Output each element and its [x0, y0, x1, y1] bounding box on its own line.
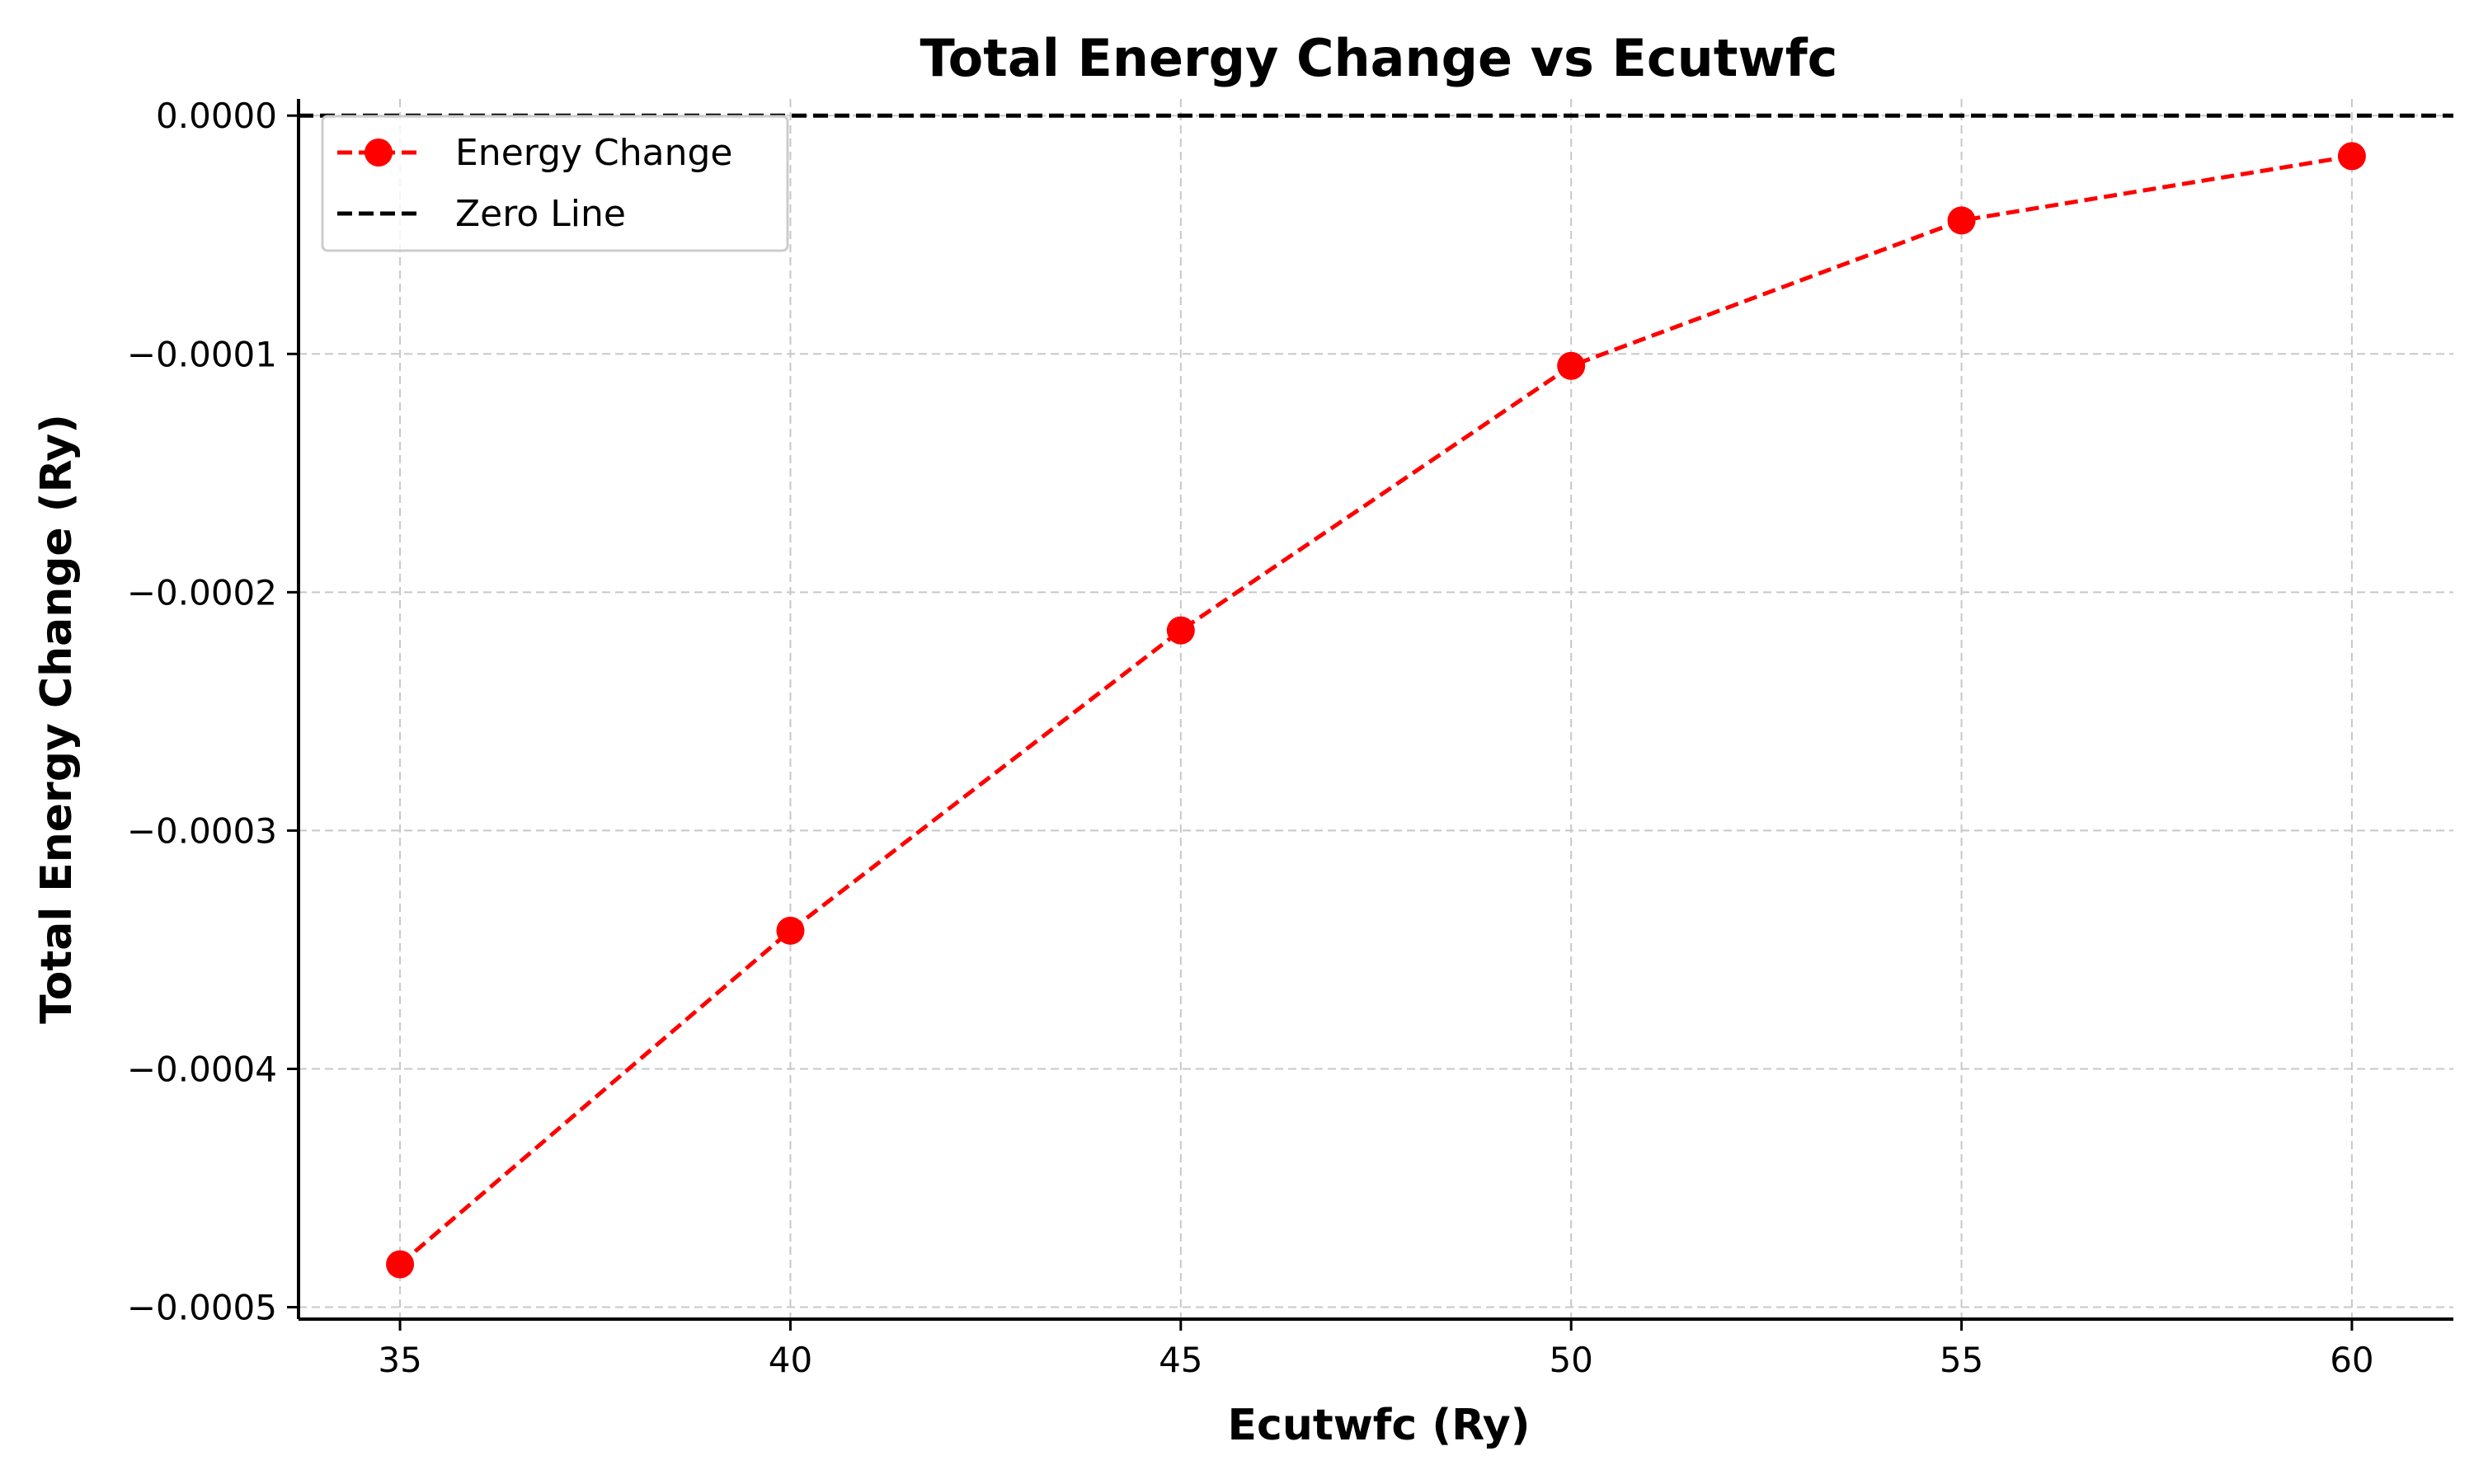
grid — [299, 99, 2453, 1319]
x-tick-label: 55 — [1940, 1340, 1983, 1380]
y-tick-label: −0.0003 — [127, 810, 277, 851]
energy-change-point — [776, 916, 805, 945]
legend-energy-change-label: Energy Change — [455, 132, 733, 174]
legend-box — [321, 115, 789, 252]
y-tick-label: −0.0002 — [127, 572, 277, 613]
series-layer — [386, 142, 2366, 1279]
y-tick-label: 0.0000 — [156, 96, 277, 136]
y-tick-label: −0.0001 — [127, 334, 277, 374]
y-tick-label: −0.0004 — [127, 1049, 277, 1089]
energy-change-point — [386, 1250, 415, 1279]
energy-change-point — [1557, 351, 1586, 380]
x-axis-label: Ecutwfc (Ry) — [1228, 1401, 1531, 1450]
legend: Energy Change Zero Line — [321, 115, 789, 252]
y-axis-ticks: 0.0000 −0.0001 −0.0002 −0.0003 −0.0004 −0.000… — [127, 96, 299, 1328]
energy-change-point — [1947, 206, 1976, 235]
chart-title: Total Energy Change vs Ecutwfc — [920, 28, 1838, 88]
x-tick-label: 35 — [378, 1340, 421, 1380]
x-axis-ticks: 35 40 45 50 55 60 — [378, 1319, 2374, 1380]
legend-energy-change-marker — [365, 139, 393, 167]
x-tick-label: 45 — [1159, 1340, 1202, 1380]
x-tick-label: 50 — [1549, 1340, 1592, 1380]
energy-change-point — [1166, 616, 1195, 645]
x-tick-label: 40 — [769, 1340, 812, 1380]
legend-zero-line-label: Zero Line — [455, 193, 626, 235]
x-tick-label: 60 — [2330, 1340, 2373, 1380]
y-axis-label: Total Energy Change (Ry) — [32, 414, 82, 1024]
energy-change-point — [2337, 142, 2366, 171]
y-tick-label: −0.0005 — [127, 1288, 277, 1328]
energy-change-line — [398, 153, 2353, 1266]
